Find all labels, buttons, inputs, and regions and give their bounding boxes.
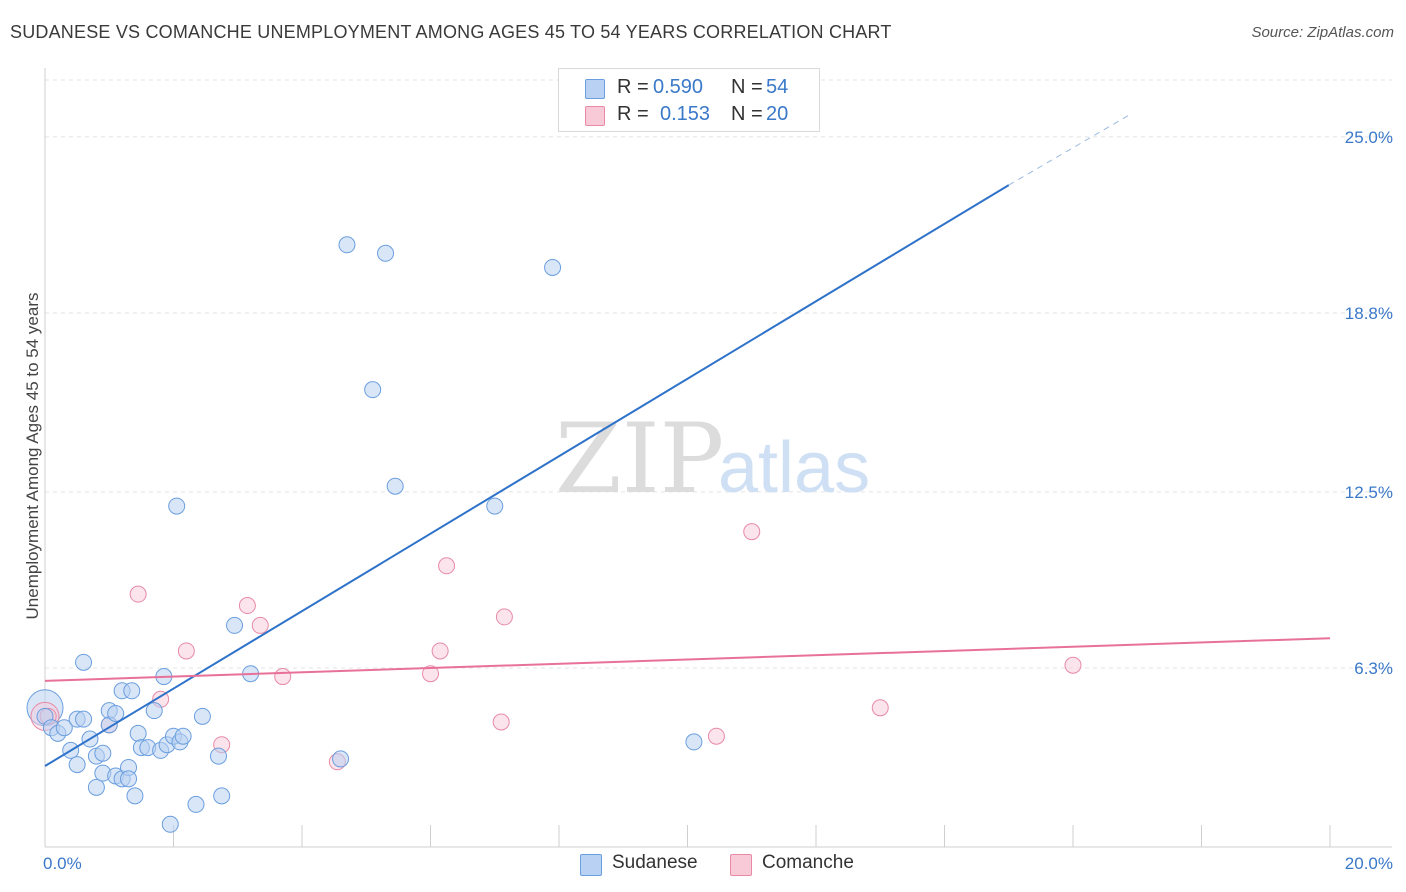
data-point-comanche [871, 699, 889, 717]
data-point-sudanese [338, 236, 356, 254]
data-point-sudanese [68, 756, 86, 774]
legend-swatch-comanche [730, 854, 752, 876]
x-tick-label: 0.0% [43, 854, 82, 873]
source-label: Source: ZipAtlas.com [1251, 24, 1394, 41]
n-value-sudanese: 54 [766, 76, 789, 98]
data-point-comanche [492, 713, 510, 731]
data-point-comanche [431, 642, 449, 660]
n-label: N = [731, 103, 763, 125]
x-tick-label: 20.0% [1345, 854, 1393, 873]
data-point-comanche [707, 727, 725, 745]
data-point-comanche [495, 608, 513, 626]
data-point-comanche [177, 642, 195, 660]
legend-swatch-sudanese [580, 854, 602, 876]
n-value-comanche: 20 [766, 103, 789, 125]
trend-line-sudanese [44, 184, 1010, 767]
data-point-sudanese [486, 497, 504, 515]
data-point-comanche [743, 523, 761, 541]
data-point-comanche [251, 616, 269, 634]
data-point-sudanese [107, 704, 125, 722]
watermark-atlas: atlas [718, 428, 870, 508]
data-point-sudanese [126, 787, 144, 805]
chart-title: SUDANESE VS COMANCHE UNEMPLOYMENT AMONG … [10, 22, 892, 42]
r-label: R = [617, 76, 649, 98]
data-point-sudanese [685, 733, 703, 751]
y-tick-label: 18.8% [1345, 304, 1393, 323]
legend-swatch-sudanese [585, 79, 605, 99]
y-tick-label: 12.5% [1345, 483, 1393, 502]
r-label: R = [617, 103, 649, 125]
n-label: N = [731, 76, 763, 98]
data-point-sudanese [364, 381, 382, 399]
data-point-sudanese [75, 710, 93, 728]
r-value-sudanese: 0.590 [653, 76, 704, 98]
data-point-sudanese [94, 744, 112, 762]
data-point-comanche [274, 668, 292, 686]
data-point-sudanese [226, 616, 244, 634]
data-point-sudanese [120, 770, 138, 788]
data-point-sudanese [377, 244, 395, 262]
watermark-zip: ZIP [555, 403, 724, 515]
data-point-sudanese [87, 778, 105, 796]
data-point-sudanese [193, 707, 211, 725]
legend-label-sudanese: Sudanese [612, 852, 698, 873]
data-point-sudanese [187, 795, 205, 813]
data-point-comanche [238, 597, 256, 615]
legend-swatch-comanche [585, 106, 605, 126]
data-point-sudanese [332, 750, 350, 768]
r-value-comanche: 0.153 [660, 103, 711, 125]
data-point-comanche [1064, 656, 1082, 674]
y-tick-label: 25.0% [1345, 128, 1393, 147]
data-point-sudanese [544, 258, 562, 276]
data-point-sudanese [209, 747, 227, 765]
data-point-sudanese [161, 815, 179, 833]
y-tick-label: 6.3% [1354, 659, 1393, 678]
data-point-comanche [422, 665, 439, 683]
trend-line-sudanese-extension [1008, 113, 1132, 186]
trend-line-comanche [44, 637, 1331, 682]
data-point-sudanese [213, 787, 231, 805]
data-point-comanche [438, 557, 456, 575]
data-point-sudanese [168, 497, 186, 515]
data-point-sudanese [123, 682, 141, 700]
data-point-sudanese [386, 477, 404, 495]
correlation-legend: R = 0.590 N = 54 R = 0.153 N = 20 [558, 68, 820, 132]
data-point-sudanese [55, 719, 73, 737]
data-point-sudanese [129, 724, 147, 742]
legend-label-comanche: Comanche [762, 852, 854, 873]
data-point-sudanese [145, 702, 163, 720]
data-point-comanche [129, 585, 147, 603]
data-point-sudanese [174, 727, 192, 745]
data-point-sudanese [75, 653, 93, 671]
